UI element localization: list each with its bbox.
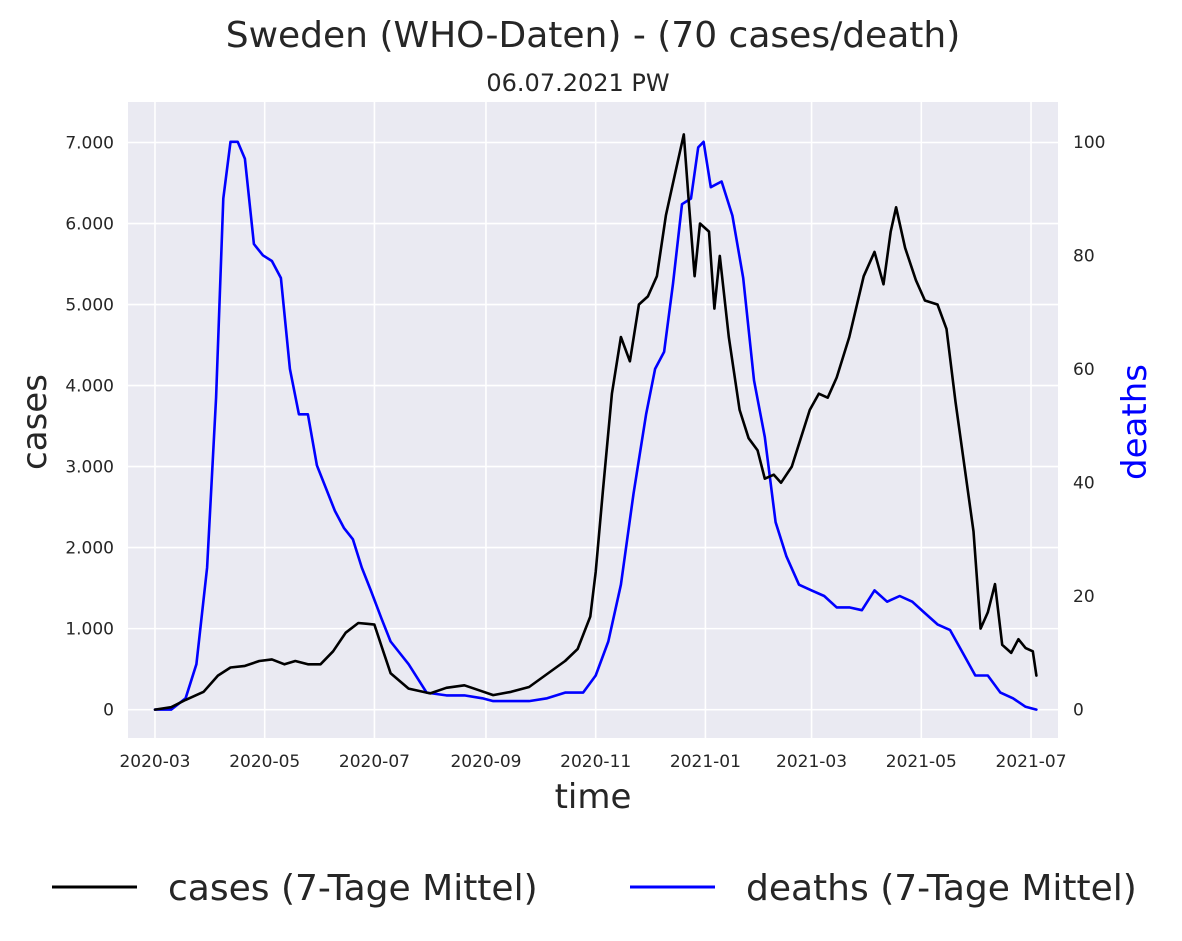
y-tick-label: 4.000 — [65, 377, 114, 397]
y-tick-label: 0 — [103, 701, 114, 721]
y2-tick-label: 0 — [1073, 701, 1084, 721]
chart-title: Sweden (WHO-Daten) - (70 cases/death) — [226, 15, 961, 56]
legend-label-cases: cases (7-Tage Mittel) — [168, 868, 538, 909]
legend-label-deaths: deaths (7-Tage Mittel) — [746, 868, 1137, 909]
plot-area — [128, 102, 1058, 738]
y-tick-label: 1.000 — [65, 620, 114, 640]
series-line-cases — [153, 133, 1038, 711]
y2-tick-label: 60 — [1073, 360, 1095, 380]
legend: cases (7-Tage Mittel) deaths (7-Tage Mit… — [52, 868, 1137, 909]
y-tick-label: 5.000 — [65, 296, 114, 316]
y-axis-label: cases — [15, 374, 55, 470]
chart-subtitle: 06.07.2021 PW — [486, 69, 669, 97]
x-tick-label: 2020-05 — [229, 752, 300, 772]
series-line-deaths — [153, 140, 1038, 711]
x-tick-label: 2020-11 — [560, 752, 631, 772]
y-axis-ticks: 0 1.000 2.000 3.000 4.000 5.000 6.000 7.000 — [65, 134, 114, 721]
y2-axis-ticks: 0 20 40 60 80 100 — [1073, 133, 1105, 721]
y-tick-label: 2.000 — [65, 539, 114, 559]
x-tick-label: 2021-07 — [996, 752, 1067, 772]
x-tick-label: 2021-01 — [670, 752, 741, 772]
x-tick-label: 2021-03 — [776, 752, 847, 772]
x-tick-label: 2020-03 — [119, 752, 190, 772]
x-axis-ticks: 2020-03 2020-05 2020-07 2020-09 2020-11 2021-… — [119, 752, 1066, 772]
y2-axis-label: deaths — [1115, 364, 1155, 480]
y2-tick-label: 80 — [1073, 246, 1095, 266]
series-lines — [153, 133, 1038, 711]
y-tick-label: 6.000 — [65, 215, 114, 235]
y-tick-label: 3.000 — [65, 458, 114, 478]
x-tick-label: 2020-09 — [450, 752, 521, 772]
x-tick-label: 2021-05 — [886, 752, 957, 772]
y2-tick-label: 20 — [1073, 587, 1095, 607]
y2-tick-label: 40 — [1073, 473, 1095, 493]
grid-lines — [128, 102, 1058, 738]
x-axis-label: time — [555, 777, 632, 817]
x-tick-label: 2020-07 — [339, 752, 410, 772]
y2-tick-label: 100 — [1073, 133, 1105, 153]
y-tick-label: 7.000 — [65, 134, 114, 154]
